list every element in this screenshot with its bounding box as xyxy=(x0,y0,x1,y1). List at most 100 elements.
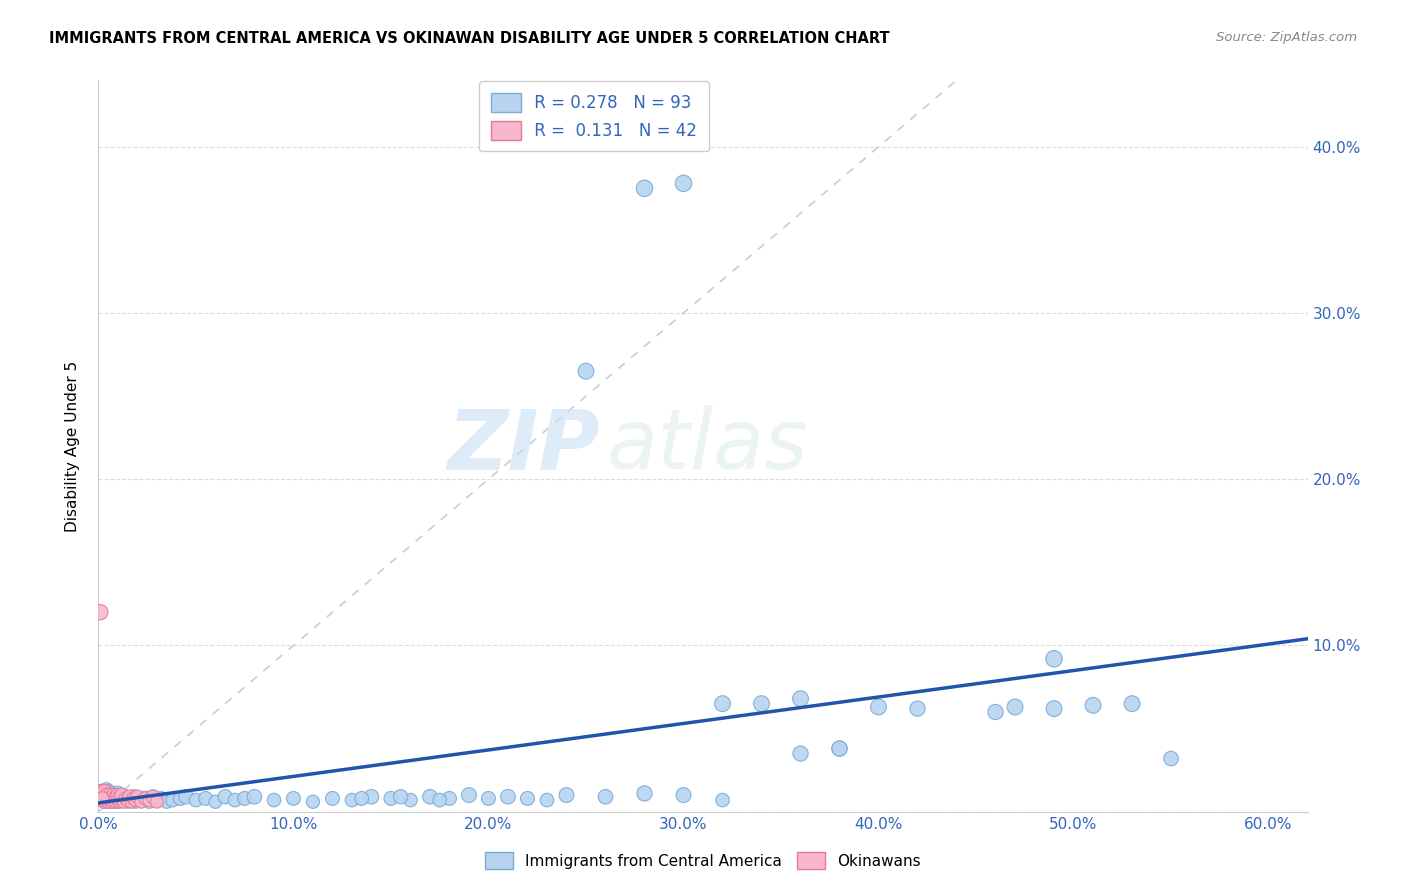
Point xyxy=(496,789,519,804)
Point xyxy=(104,795,127,809)
Point xyxy=(633,787,655,801)
Point xyxy=(103,793,125,807)
Point xyxy=(789,691,811,706)
Point xyxy=(117,795,139,809)
Point xyxy=(91,787,114,801)
Point xyxy=(93,787,115,801)
Point xyxy=(97,789,120,804)
Point xyxy=(107,788,129,802)
Point xyxy=(104,788,127,802)
Point xyxy=(101,795,124,809)
Point xyxy=(134,791,156,805)
Point xyxy=(828,741,851,756)
Point xyxy=(103,788,125,802)
Point xyxy=(243,789,266,804)
Point xyxy=(184,793,207,807)
Point xyxy=(1160,751,1182,765)
Point xyxy=(124,793,146,807)
Text: ZIP: ZIP xyxy=(447,406,600,486)
Point xyxy=(108,795,131,809)
Point xyxy=(97,789,120,804)
Point xyxy=(536,793,558,807)
Point xyxy=(98,791,121,805)
Point xyxy=(117,793,139,807)
Point xyxy=(101,789,124,804)
Point xyxy=(111,788,134,802)
Point xyxy=(93,785,115,799)
Point xyxy=(91,793,114,807)
Point xyxy=(142,789,165,804)
Point xyxy=(1004,700,1026,714)
Point xyxy=(789,747,811,761)
Point xyxy=(89,788,111,802)
Point xyxy=(91,789,114,804)
Point xyxy=(156,795,179,809)
Point xyxy=(101,795,124,809)
Point xyxy=(429,793,451,807)
Point xyxy=(111,791,134,805)
Point xyxy=(107,793,129,807)
Text: atlas: atlas xyxy=(606,406,808,486)
Point xyxy=(283,791,305,805)
Point xyxy=(96,788,118,802)
Point xyxy=(321,791,343,805)
Point xyxy=(302,795,325,809)
Point xyxy=(575,364,598,378)
Point xyxy=(149,791,172,805)
Point xyxy=(399,793,422,807)
Point xyxy=(98,793,121,807)
Point xyxy=(595,789,617,804)
Point xyxy=(108,793,131,807)
Point xyxy=(389,789,412,804)
Point xyxy=(112,795,135,809)
Point xyxy=(107,795,129,809)
Point xyxy=(751,697,773,711)
Point xyxy=(122,791,145,805)
Point xyxy=(672,177,695,191)
Point xyxy=(828,741,851,756)
Point xyxy=(984,705,1007,719)
Point xyxy=(194,791,217,805)
Point xyxy=(340,793,363,807)
Point xyxy=(91,793,114,807)
Point xyxy=(93,795,115,809)
Point xyxy=(103,793,125,807)
Point xyxy=(146,793,169,807)
Point xyxy=(118,789,141,804)
Point xyxy=(98,788,121,802)
Point xyxy=(93,795,115,809)
Point xyxy=(174,789,197,804)
Point xyxy=(263,793,285,807)
Point xyxy=(121,793,143,807)
Point xyxy=(127,791,149,805)
Point xyxy=(134,791,156,805)
Point xyxy=(439,791,461,805)
Point xyxy=(93,789,115,804)
Point xyxy=(124,795,146,809)
Point xyxy=(98,788,121,802)
Point xyxy=(96,793,118,807)
Point xyxy=(146,795,169,809)
Point xyxy=(633,181,655,195)
Point xyxy=(1121,697,1143,711)
Point xyxy=(131,795,153,809)
Point xyxy=(104,795,127,809)
Point xyxy=(107,791,129,805)
Point xyxy=(360,789,382,804)
Point xyxy=(419,789,441,804)
Point xyxy=(98,793,121,807)
Point xyxy=(138,795,160,809)
Point xyxy=(93,791,115,805)
Point xyxy=(1081,698,1104,713)
Point xyxy=(91,785,114,799)
Point xyxy=(97,785,120,799)
Point xyxy=(91,789,114,804)
Point xyxy=(96,783,118,797)
Point xyxy=(555,788,578,802)
Point xyxy=(711,793,734,807)
Point xyxy=(121,795,143,809)
Point xyxy=(97,795,120,809)
Point xyxy=(101,787,124,801)
Point xyxy=(104,789,127,804)
Point xyxy=(138,793,160,807)
